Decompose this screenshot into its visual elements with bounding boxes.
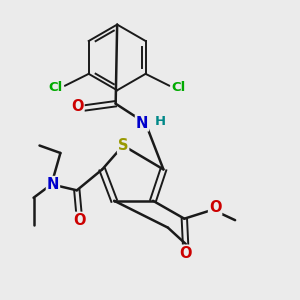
Text: N: N [136, 116, 148, 130]
Text: N: N [47, 177, 59, 192]
Text: O: O [74, 213, 86, 228]
Text: Cl: Cl [171, 81, 186, 94]
Text: O: O [71, 99, 84, 114]
Text: H: H [154, 115, 165, 128]
Text: O: O [209, 200, 221, 215]
Text: Cl: Cl [49, 81, 63, 94]
Text: S: S [118, 138, 128, 153]
Text: O: O [180, 245, 192, 260]
